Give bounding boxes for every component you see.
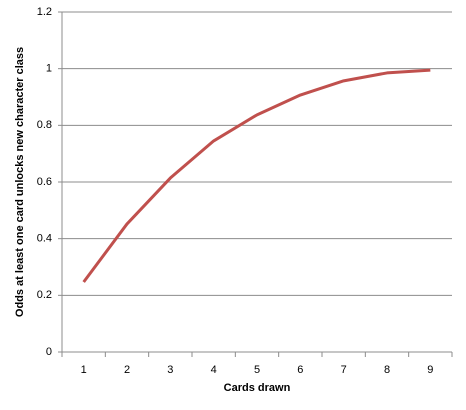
- x-axis-title: Cards drawn: [224, 382, 291, 394]
- y-tick-label: 0.6: [37, 176, 52, 188]
- x-tick-label: 3: [167, 364, 173, 376]
- y-tick-label: 0.4: [37, 233, 52, 245]
- y-axis-title: Odds at least one card unlocks new chara…: [14, 47, 26, 317]
- x-tick-label: 5: [254, 364, 260, 376]
- x-tick-label: 2: [124, 364, 130, 376]
- y-tick-label: 0.2: [37, 289, 52, 301]
- x-tick-label: 8: [384, 364, 390, 376]
- x-tick-label: 4: [211, 364, 217, 376]
- x-tick-label: 1: [81, 364, 87, 376]
- y-tick-label: 0: [46, 346, 52, 358]
- y-tick-label: 1: [46, 63, 52, 75]
- x-tick-label: 9: [427, 364, 433, 376]
- x-tick-label: 6: [297, 364, 303, 376]
- data-line: [82, 68, 431, 283]
- y-tick-label: 0.8: [37, 119, 52, 131]
- x-tick-label: 7: [341, 364, 347, 376]
- y-tick-label: 1.2: [37, 6, 52, 18]
